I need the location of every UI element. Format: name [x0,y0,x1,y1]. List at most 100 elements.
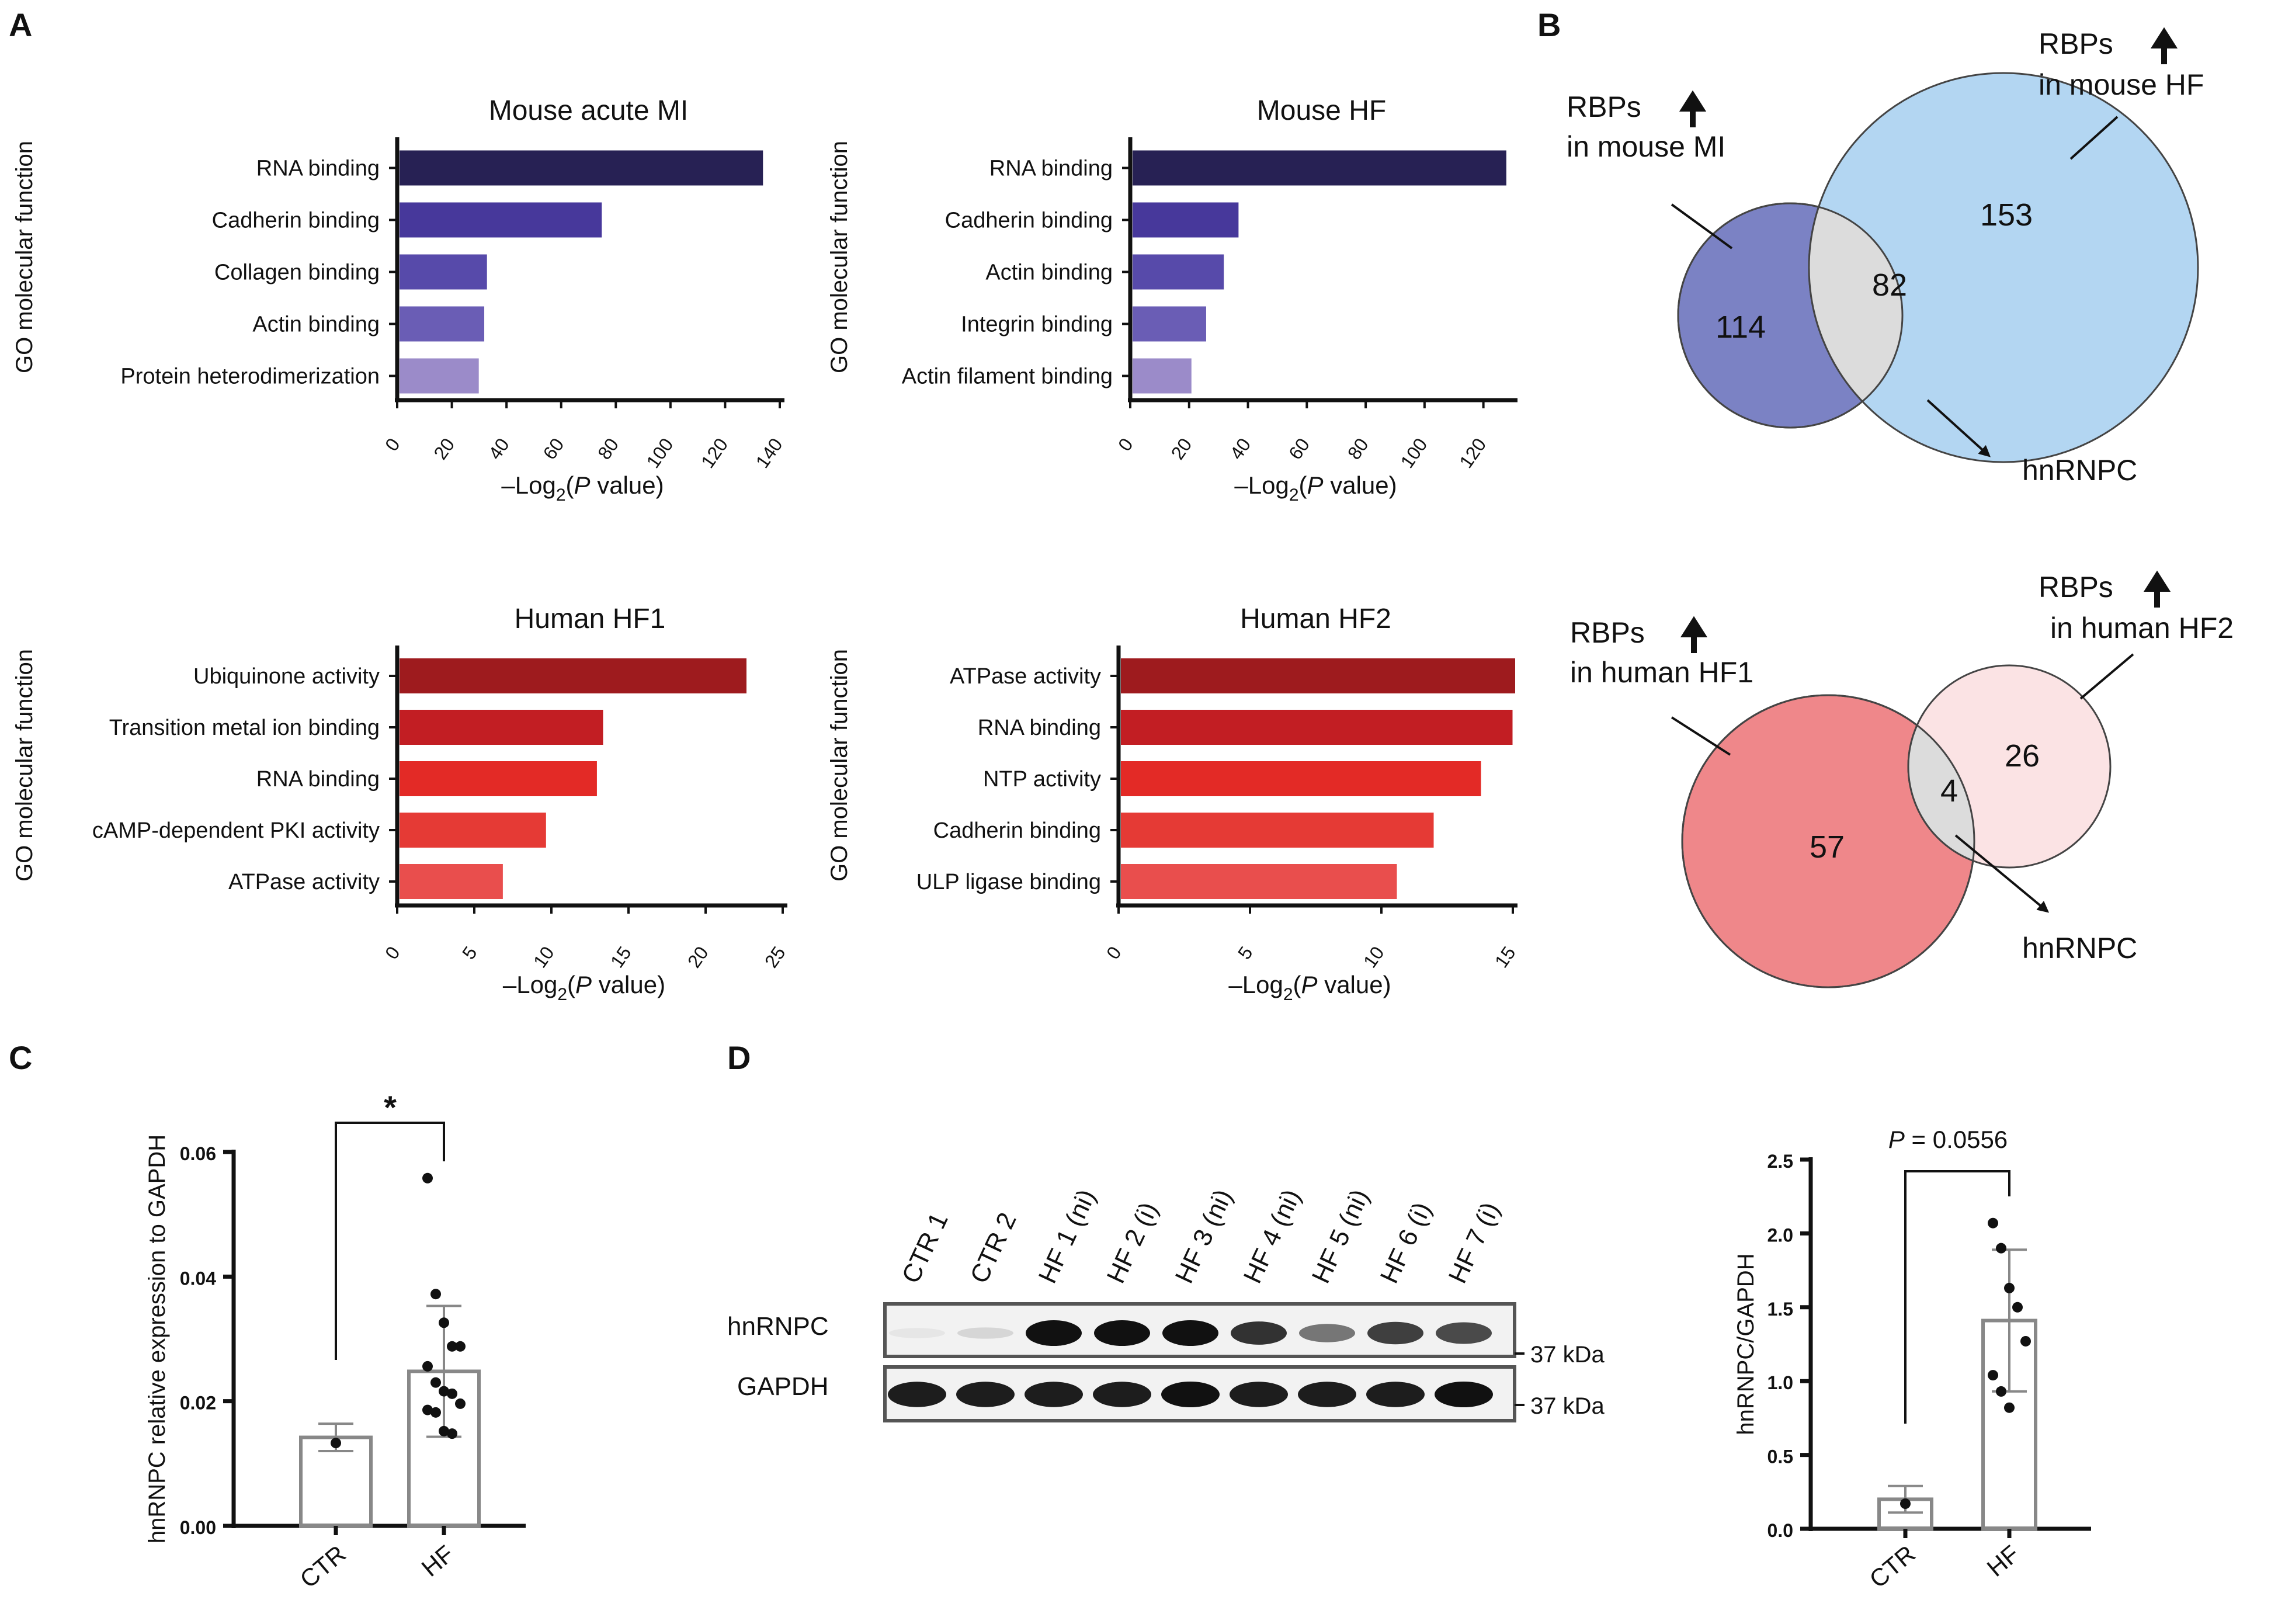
data-point [422,1361,433,1372]
y-tick-label: 0.0 [1767,1520,1793,1541]
blot-lane-label: HF 1 (ni) [1033,1185,1102,1288]
blot-band-hnrnpc [1231,1321,1287,1345]
x-tick-label: 60 [1284,434,1314,463]
category-label: cAMP-dependent PKI activity [92,818,380,843]
blot-lane-label: HF 6 (i) [1375,1198,1437,1288]
venn-count-human-overlap: 4 [1940,773,1958,808]
bar [400,306,485,342]
y-tick-label: 0.5 [1767,1446,1793,1467]
x-tick-label: 120 [697,434,732,471]
y-tick-label: 0.06 [180,1143,216,1164]
x-axis-label: –Log2(P value) [503,971,665,1004]
venn-count-human-hf1-only: 57 [1810,830,1845,865]
bar-chart-4: Human HF2 ATPase activity RNA binding NTP a… [827,603,1520,1004]
venn-human: 57 4 26 RBPs in human HF1 RBPs in human … [1570,570,2234,988]
blot-band-gapdh [1230,1382,1288,1407]
data-point [447,1428,457,1439]
blot-lane-label: CTR 1 [897,1208,954,1288]
x-tick-label: 25 [761,942,790,971]
chart-title: Human HF1 [515,603,666,634]
chart-title: Mouse acute MI [489,95,688,126]
x-tick-label: 40 [484,434,513,463]
bar [1133,254,1224,290]
panel-label-a: A [9,6,32,43]
venn-count-human-hf2-only: 26 [2005,738,2040,773]
x-tick-label: 80 [1343,434,1373,463]
up-arrow-icon [2143,570,2171,608]
category-label: RNA binding [256,767,380,792]
data-point [331,1438,341,1449]
y-axis-label: GO molecular function [827,649,852,882]
significance-bracket [1904,1170,2010,1424]
blot-band-hnrnpc [1094,1320,1150,1346]
venn-count-mouse-mi-only: 114 [1716,310,1766,345]
go-bar-charts: Mouse acute MI RNA binding Cadherin bindin… [12,95,1520,1004]
y-tick-label: 2.0 [1767,1224,1793,1245]
data-point [1900,1498,1911,1510]
bar [1133,306,1206,342]
venn-overlap-mouse [1808,203,1902,428]
blot-band-hnrnpc [1299,1324,1355,1342]
category-label: Actin binding [252,313,380,337]
blot-lane-label: HF 7 (i) [1443,1198,1505,1288]
data-point [2004,1282,2015,1293]
blot-band-gapdh [888,1382,946,1407]
bar [400,864,503,899]
y-tick-label: 1.5 [1767,1299,1793,1320]
category-label: RNA binding [256,157,380,181]
y-tick-label: 1.0 [1767,1372,1793,1393]
category-label: ULP ligase binding [916,870,1101,894]
y-axis-label: GO molecular function [12,141,37,373]
bar-chart-3: Human HF1 Ubiquinone activity Transition m… [12,603,790,1004]
up-arrow-icon [2150,27,2178,64]
x-tick-label: 0 [1114,434,1137,454]
y-axis-label: hnRNPC/GAPDH [1733,1253,1759,1435]
data-point [430,1407,441,1418]
x-axis-label: –Log2(P value) [1228,971,1391,1004]
data-point [1988,1370,1998,1381]
category-label: Transition metal ion binding [109,716,380,740]
y-axis-label: GO molecular function [12,649,37,882]
x-tick-label: CTR [294,1540,350,1593]
venn-label-human-hf2-line1: RBPs [2039,571,2113,603]
category-label: Ubiquinone activity [193,664,380,689]
x-tick-label: 80 [593,434,623,463]
category-label: RNA binding [978,716,1101,740]
x-tick-label: 5 [1234,942,1257,963]
panel-label-d: D [727,1039,751,1076]
x-tick-label: 100 [1396,434,1431,471]
category-label: NTP activity [983,767,1101,792]
bar [1121,864,1397,899]
x-tick-label: 0 [381,942,404,963]
blot-lane-label: HF 2 (i) [1102,1198,1164,1288]
venn-label-mouse-mi-line2: in mouse MI [1567,130,1725,163]
blot-band-hnrnpc [957,1327,1013,1339]
blot-band-gapdh [1435,1382,1493,1407]
bar [400,358,479,394]
blot-lane-label: HF 5 (ni) [1307,1185,1375,1288]
blot-band-hnrnpc [889,1328,945,1338]
data-point [439,1425,449,1436]
bar [1133,202,1239,238]
venn-mouse: 114 82 153 RBPs in mouse MI RBPs in mous… [1567,27,2204,487]
y-tick-label: 2.5 [1767,1151,1793,1172]
x-tick-label: 140 [752,434,787,471]
category-label: ATPase activity [950,664,1101,689]
p-value-label: P = 0.0556 [1888,1126,2008,1153]
bar [1121,658,1515,693]
x-tick-label: 10 [1359,942,1388,971]
y-tick-label: 0.00 [180,1517,216,1538]
blot-row-label-gapdh: GAPDH [737,1372,828,1401]
category-label: Collagen binding [214,261,380,285]
significance-star: * [384,1089,397,1126]
y-tick-label: 0.02 [180,1393,216,1414]
bar [400,813,546,848]
venn-hnrnpc-label-mouse: hnRNPC [2022,454,2137,487]
x-tick-label: HF [1982,1540,2024,1582]
x-tick-label: 120 [1455,434,1490,471]
data-point [455,1341,466,1352]
x-tick-label: 10 [529,942,558,971]
data-point [447,1388,457,1399]
blot-band-gapdh [956,1382,1015,1407]
